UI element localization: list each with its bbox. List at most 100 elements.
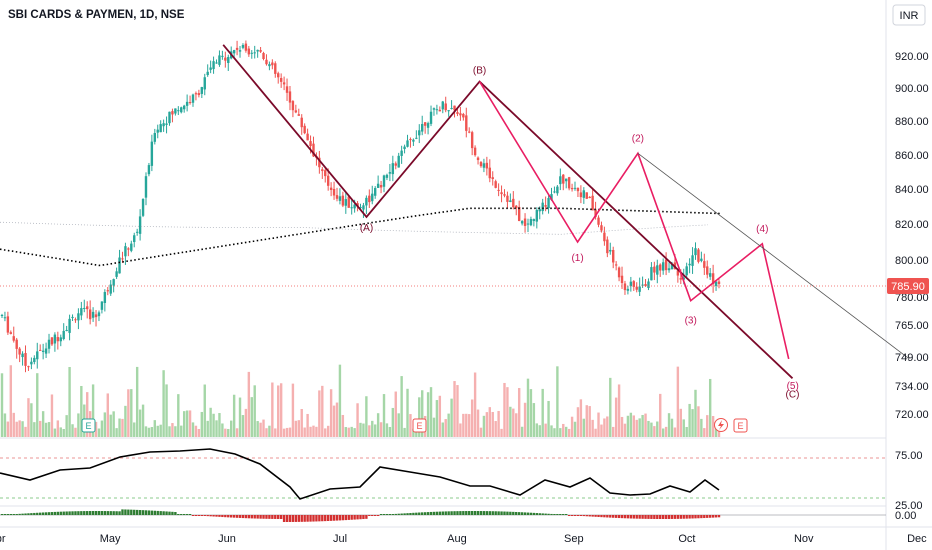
earnings-marker[interactable]: E <box>412 418 427 433</box>
volume-bar <box>341 414 345 437</box>
candle-body <box>359 207 362 209</box>
earnings-marker[interactable]: E <box>81 418 96 433</box>
candle-body <box>491 177 494 180</box>
volume-bar <box>53 428 57 437</box>
elliott-wave-drawing[interactable] <box>222 44 910 379</box>
volume-bar <box>564 426 568 437</box>
histogram-bar <box>218 515 221 517</box>
candle-body <box>118 257 121 274</box>
histogram-bar <box>403 513 406 515</box>
volume-bar <box>603 418 606 437</box>
price-tick-label: 880.00 <box>895 116 929 128</box>
histogram-bar <box>456 511 459 515</box>
histogram-bar <box>612 515 615 518</box>
oscillator-pane[interactable] <box>0 448 886 500</box>
volume-bar <box>138 409 142 437</box>
volume-bar <box>253 385 256 437</box>
histogram-bar <box>74 511 77 515</box>
volume-bar <box>94 421 98 437</box>
histogram-bar <box>473 511 477 515</box>
volume-bar <box>265 428 268 437</box>
candle-body <box>332 188 336 196</box>
candle-body <box>591 195 594 211</box>
volume-bar <box>141 404 145 437</box>
histogram-bar <box>309 515 312 522</box>
volume-bar <box>124 405 127 437</box>
histogram-bar <box>185 514 189 515</box>
volume-bar <box>576 407 580 437</box>
volume-bar <box>312 425 315 437</box>
candle-body <box>623 283 627 291</box>
candlestick-series[interactable] <box>0 40 721 373</box>
histogram-bar <box>491 511 494 515</box>
volume-bar <box>432 417 436 437</box>
histogram-bar <box>68 511 71 515</box>
candle-body <box>609 249 612 252</box>
volume-bar <box>700 418 703 437</box>
histogram-bar <box>553 514 556 515</box>
candle-body <box>506 195 509 202</box>
currency-button[interactable] <box>892 4 926 26</box>
candle-body <box>603 232 606 242</box>
candle-body <box>285 86 289 93</box>
volume-bar <box>447 413 450 437</box>
histogram-bar <box>694 515 697 519</box>
candle-body <box>579 192 583 198</box>
candle-body <box>526 223 530 225</box>
volume-bar <box>641 414 644 437</box>
histogram-bar <box>606 515 609 518</box>
histogram-bar <box>197 515 201 516</box>
current-price-label: 785.90 <box>891 281 925 293</box>
histogram-bar <box>523 512 527 515</box>
volume-bar <box>635 419 638 437</box>
volume-bar <box>47 422 51 437</box>
histogram-bar <box>203 515 206 516</box>
volume-bar <box>300 409 303 437</box>
candle-body <box>133 235 136 243</box>
volume-bar <box>406 388 409 437</box>
time-tick-label: Aug <box>447 533 467 545</box>
price-tick-label: 749.00 <box>895 352 929 364</box>
volume-bar <box>556 366 559 437</box>
candle-body <box>112 279 115 286</box>
wave-label: (2) <box>632 133 644 144</box>
histogram-bar <box>324 515 327 522</box>
candle-body <box>247 48 251 55</box>
histogram-bar <box>12 514 15 515</box>
histogram-bar <box>338 515 342 521</box>
wave-label: (3) <box>685 316 697 327</box>
candle-body <box>209 67 212 70</box>
histogram-bar <box>274 515 277 519</box>
volume-bar <box>438 395 442 437</box>
candle-body <box>667 268 671 271</box>
wave-label: (5) <box>787 381 799 392</box>
histogram-bar <box>400 513 403 515</box>
candle-body <box>282 82 286 85</box>
histogram-bar <box>332 515 336 521</box>
histogram-bar <box>567 515 571 516</box>
candle-body <box>159 124 162 133</box>
candle-body <box>459 113 462 116</box>
volume-bar <box>324 428 327 437</box>
lightning-icon[interactable] <box>714 418 728 432</box>
candle-body <box>100 301 104 310</box>
candle-body <box>462 114 465 118</box>
histogram-bar <box>156 510 159 515</box>
candle-body <box>127 248 130 250</box>
candle-body <box>86 306 89 310</box>
histogram-bar <box>215 515 218 517</box>
histogram-bar <box>650 515 653 519</box>
candle-body <box>541 202 544 212</box>
histogram-bar <box>550 513 553 515</box>
candle-body <box>559 176 562 185</box>
histogram-bar <box>453 511 456 515</box>
candle-body <box>435 109 439 111</box>
candle-body <box>670 264 674 270</box>
candle-body <box>162 123 165 127</box>
candle-body <box>77 313 80 321</box>
dividend-marker[interactable]: E <box>733 418 748 433</box>
histogram-bar <box>679 515 682 519</box>
candle-body <box>50 337 54 345</box>
candle-body <box>71 316 74 318</box>
